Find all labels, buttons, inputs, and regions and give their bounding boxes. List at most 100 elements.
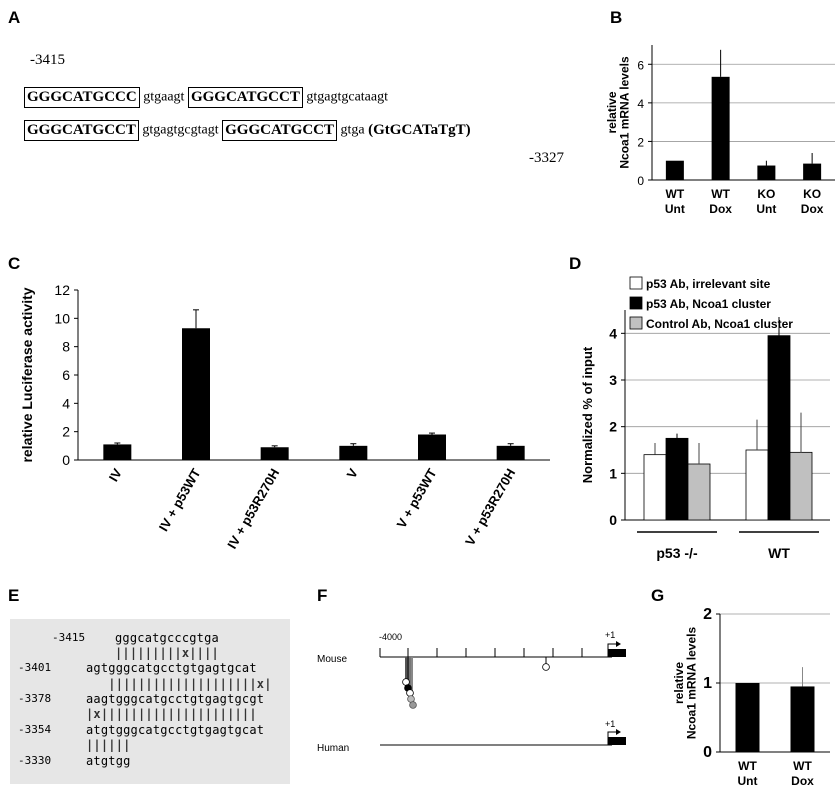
- mouse-start-label: -4000: [379, 632, 402, 642]
- human-exon-block: [608, 737, 626, 745]
- bar: [418, 434, 446, 460]
- spacer-sequence: gtgagtgcgtagt: [138, 122, 223, 138]
- x-tick-label: Dox: [791, 774, 814, 788]
- panel-a-sequence-line-1: GGGCATGCCC gtgaagt GGGCATGCCT gtgagtgcat…: [24, 87, 388, 108]
- panel-label-d: D: [569, 254, 582, 273]
- bar: [103, 444, 132, 460]
- bar: [665, 160, 684, 180]
- x-tick-label: WT: [666, 187, 685, 201]
- y-tick-label: 6: [62, 367, 70, 383]
- species-label-human: Human: [317, 743, 349, 754]
- panel-label-a: A: [8, 8, 21, 27]
- bar: [496, 445, 525, 460]
- x-tick-label: V: [344, 466, 361, 481]
- human-tss-label: +1: [605, 719, 615, 729]
- panel-f-promoter-diagram: Human Mouse -4000 +1 +1: [317, 630, 626, 754]
- y-tick-label: 0: [703, 744, 712, 761]
- site-marker-open: [542, 663, 550, 671]
- y-tick-label: 2: [637, 135, 644, 149]
- human-sequence-variant: (GtGCATaTgT): [368, 122, 471, 138]
- y-axis-label: relative: [605, 91, 619, 133]
- bar: [665, 437, 689, 521]
- alignment-sequence: aagtgggcatgcctgtgagtgcgt: [86, 692, 265, 706]
- x-tick-label: Dox: [709, 202, 732, 216]
- alignment-sequence: gggcatgcccgtga: [115, 631, 219, 645]
- alignment-position: -3415: [52, 631, 86, 644]
- x-tick-label: Unt: [738, 774, 758, 788]
- panel-a-end-position: -3327: [529, 150, 564, 166]
- panel-label-g: G: [651, 586, 665, 605]
- alignment-position: -3354: [18, 723, 52, 736]
- alignment-position: -3378: [18, 692, 52, 705]
- y-tick-label: 0: [609, 512, 617, 528]
- spacer-sequence: gtgaagt: [139, 89, 188, 105]
- mouse-axis: [379, 644, 612, 658]
- bar: [757, 165, 776, 180]
- y-tick-label: 4: [609, 325, 617, 341]
- mouse-tss-arrow: [607, 641, 626, 657]
- p53-half-site-box: GGGCATGCCC: [24, 87, 140, 108]
- x-tick-label: Unt: [665, 202, 685, 216]
- bar: [643, 454, 667, 521]
- x-tick-label: V + p53WT: [394, 466, 440, 531]
- y-tick-label: 12: [54, 282, 70, 298]
- panel-label-c: C: [8, 254, 21, 273]
- y-axis-label: relative: [672, 662, 686, 704]
- y-tick-label: 2: [703, 606, 712, 623]
- mouse-distal-site: [542, 657, 550, 671]
- bar: [260, 447, 289, 460]
- panel-a-start-position: -3415: [30, 52, 65, 68]
- bar: [803, 163, 822, 180]
- bar: [339, 445, 368, 460]
- x-tick-label: KO: [757, 187, 775, 201]
- x-tick-label: WT: [793, 759, 812, 773]
- y-tick-label: 3: [609, 372, 617, 388]
- alignment-sequence: atgtgggcatgcctgtgagtgcat: [86, 723, 265, 737]
- panel-label-f: F: [317, 586, 328, 605]
- y-tick-label: 10: [54, 310, 70, 326]
- mouse-p53-site-cluster: [402, 657, 417, 709]
- x-tick-label: V + p53R270H: [462, 466, 518, 548]
- p53-half-site-box: GGGCATGCCT: [187, 87, 303, 108]
- bar: [687, 463, 711, 521]
- x-tick-label: Unt: [756, 202, 776, 216]
- bar: [711, 76, 730, 180]
- legend-label: p53 Ab, irrelevant site: [646, 277, 771, 291]
- alignment-match-line: |||||||||x||||: [115, 646, 219, 660]
- site-marker-gray: [409, 701, 417, 709]
- legend-swatch: [629, 276, 643, 290]
- alignment-sequence: atgtgg: [86, 754, 131, 768]
- y-tick-label: 8: [62, 339, 70, 355]
- alignment-position: -3330: [18, 754, 52, 767]
- y-tick-label: 1: [609, 465, 617, 481]
- alignment-sequence: agtgggcatgcctgtgagtgcat: [86, 661, 257, 675]
- x-tick-label: WT: [711, 187, 730, 201]
- y-tick-label: 6: [637, 58, 644, 72]
- species-label-mouse: Mouse: [317, 654, 347, 665]
- x-tick-label: Dox: [801, 202, 824, 216]
- panel-a-sequence-line-2: GGGCATGCCT gtgagtgcgtagt GGGCATGCCT gtga…: [24, 120, 471, 141]
- legend-label: Control Ab, Ncoa1 cluster: [646, 317, 793, 331]
- bar: [182, 328, 210, 460]
- x-tick-label: KO: [803, 187, 821, 201]
- spacer-sequence: gtgagtgcataagt: [302, 89, 388, 105]
- bar: [790, 686, 815, 752]
- y-tick-label: 1: [703, 675, 712, 692]
- y-axis-label: Ncoa1 mRNA levels: [618, 56, 632, 169]
- human-axis: [380, 729, 626, 746]
- y-tick-label: 2: [609, 419, 617, 435]
- legend-swatch: [629, 316, 643, 330]
- y-axis-label: Ncoa1 mRNA levels: [685, 627, 699, 740]
- panel-d-chart: 0 1 2 3 4 Normalized % of input p53 -/- WT p53 A…: [580, 276, 830, 561]
- alignment-match-line: ||||||: [86, 738, 131, 752]
- mouse-exon-block: [608, 649, 626, 657]
- panel-label-b: B: [610, 8, 623, 27]
- alignment-match-line: |x|||||||||||||||||||||: [86, 707, 257, 721]
- y-tick-label: 0: [637, 174, 644, 188]
- legend-label: p53 Ab, Ncoa1 cluster: [646, 297, 771, 311]
- legend-swatch: [629, 296, 643, 310]
- x-tick-label: IV + p53WT: [156, 466, 204, 534]
- y-tick-label: 0: [62, 452, 70, 468]
